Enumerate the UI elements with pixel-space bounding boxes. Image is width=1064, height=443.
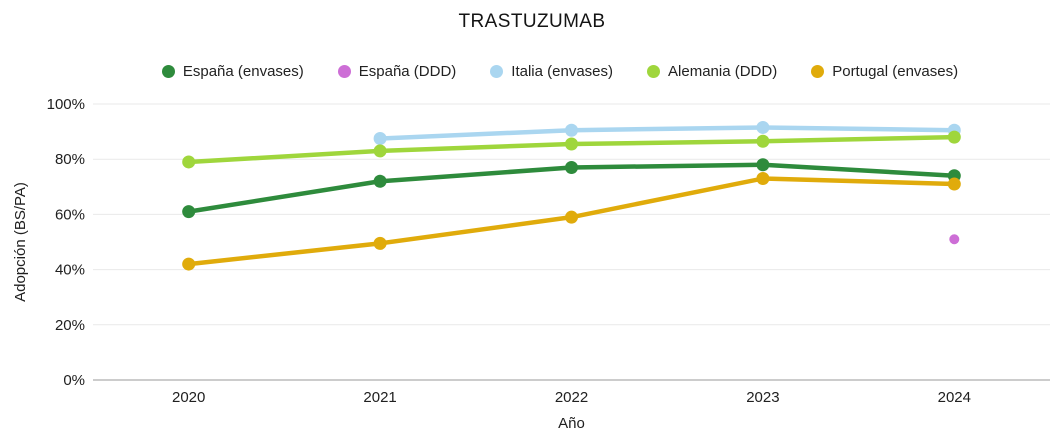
y-tick-label: 60% [55, 206, 85, 223]
data-point-portugal-envases[interactable] [756, 172, 770, 186]
x-tick-label: 2023 [746, 389, 779, 406]
legend-item-italia-envases[interactable]: Italia (envases) [490, 63, 613, 80]
data-point-italia-envases[interactable] [756, 120, 770, 134]
data-point-alemania-ddd[interactable] [565, 137, 578, 151]
legend-swatch [161, 65, 175, 78]
legend-swatch [811, 65, 825, 78]
data-point-alemania-ddd[interactable] [947, 130, 961, 144]
data-point-portugal-envases[interactable] [373, 236, 387, 250]
data-point-portugal-envases[interactable] [565, 210, 578, 224]
x-tick-label: 2022 [555, 389, 588, 406]
legend-swatch [337, 65, 351, 78]
x-tick-label: 2024 [938, 389, 971, 406]
data-point-espana-envases[interactable] [373, 174, 387, 188]
x-axis-title: Año [558, 415, 585, 432]
data-point-espana-envases[interactable] [565, 160, 578, 174]
data-point-alemania-ddd[interactable] [756, 134, 770, 148]
y-tick-label: 100% [47, 96, 85, 113]
legend-item-portugal-envases[interactable]: Portugal (envases) [811, 63, 958, 80]
legend-swatch [490, 65, 504, 78]
legend-label: Alemania (DDD) [668, 63, 778, 80]
legend: España (envases) España (DDD) Italia (enva… [0, 63, 1064, 80]
legend-label: España (DDD) [358, 63, 457, 80]
data-point-espana-envases[interactable] [756, 158, 770, 172]
data-point-portugal-envases[interactable] [182, 257, 196, 271]
data-point-italia-envases[interactable] [373, 132, 387, 145]
series-line-italia-envases [377, 125, 957, 141]
legend-item-alemania-ddd[interactable]: Alemania (DDD) [647, 63, 777, 80]
y-tick-label: 0% [63, 372, 85, 389]
data-point-alemania-ddd[interactable] [373, 144, 387, 158]
y-tick-label: 80% [55, 151, 85, 168]
data-point-espana-envases[interactable] [182, 205, 196, 219]
legend-swatch [647, 65, 661, 78]
legend-item-espana-ddd[interactable]: España (DDD) [337, 63, 457, 80]
x-tick-label: 2021 [363, 389, 396, 406]
chart-title: TRASTUZUMAB [458, 11, 606, 32]
legend-item-espana-envases[interactable]: España (envases) [161, 63, 304, 80]
data-point-alemania-ddd[interactable] [182, 155, 196, 169]
y-axis-title: Adopción (BS/PA) [12, 182, 29, 302]
x-tick-label: 2020 [172, 389, 205, 406]
legend-label: Portugal (envases) [832, 63, 959, 80]
data-point-italia-envases[interactable] [565, 123, 578, 137]
data-point-portugal-envases[interactable] [947, 177, 961, 191]
legend-label: España (envases) [182, 63, 304, 80]
data-point-espana-ddd[interactable] [949, 234, 960, 245]
legend-label: Italia (envases) [511, 63, 614, 80]
y-tick-label: 40% [55, 262, 85, 279]
y-tick-label: 20% [55, 317, 85, 334]
